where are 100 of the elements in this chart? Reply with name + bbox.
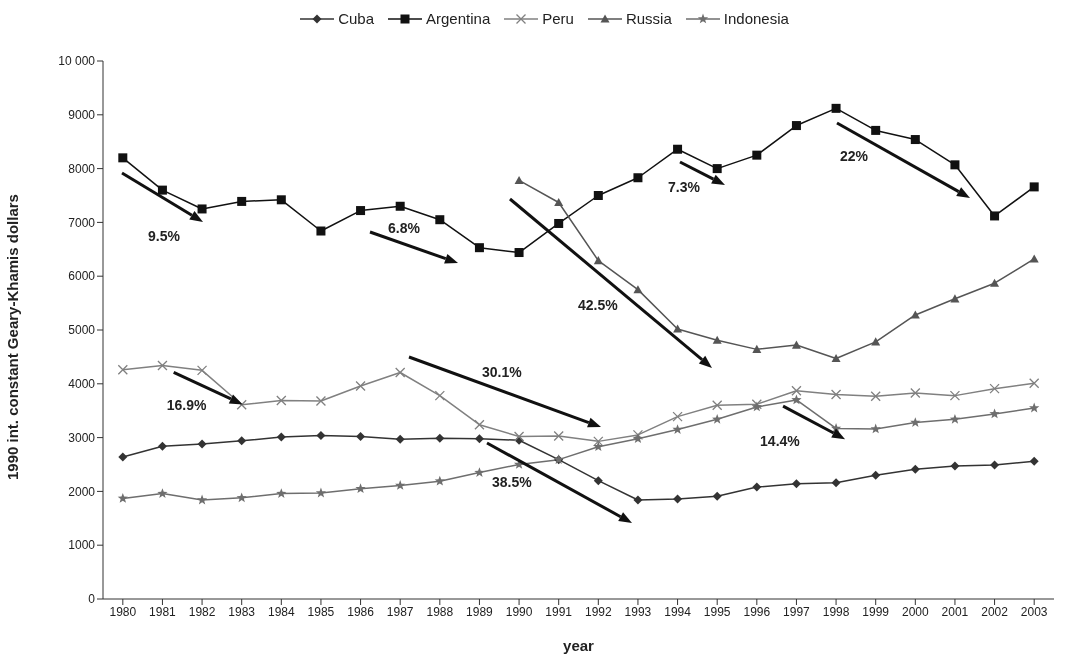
point	[712, 413, 723, 424]
point	[752, 150, 762, 160]
legend-label: Argentina	[426, 10, 491, 27]
point	[1029, 402, 1040, 413]
x-tick-label: 2003	[1020, 604, 1048, 619]
x-tick-label: 1993	[624, 604, 652, 619]
point	[870, 391, 881, 402]
point	[712, 491, 722, 501]
legend-label: Cuba	[338, 10, 375, 27]
point	[554, 197, 564, 207]
point	[989, 408, 1000, 419]
point	[474, 434, 484, 444]
point	[1029, 378, 1040, 389]
y-axis-title: 1990 int. constant Geary-Khamis dollars	[4, 194, 22, 480]
x-tick-label: 1982	[188, 604, 216, 619]
point	[593, 476, 603, 486]
point	[237, 436, 247, 446]
point	[513, 431, 525, 442]
point	[118, 452, 128, 462]
point	[949, 413, 961, 424]
point	[712, 400, 723, 411]
point	[435, 215, 445, 225]
y-tick-label: 8000	[68, 161, 96, 176]
x-tick-label: 2001	[941, 604, 969, 619]
legend-label: Russia	[625, 10, 672, 27]
x-tick-label: 1994	[664, 604, 692, 619]
point	[395, 480, 406, 490]
annotation: 22%	[840, 148, 869, 164]
y-tick-label: 2000	[68, 484, 96, 499]
x-tick-label: 1997	[783, 604, 811, 619]
point	[593, 256, 603, 265]
point	[831, 354, 841, 363]
point	[910, 464, 920, 474]
point	[118, 153, 128, 163]
x-tick-label: 2000	[901, 604, 929, 619]
x-tick-label: 1989	[466, 604, 494, 619]
point	[672, 424, 683, 434]
point	[950, 160, 960, 170]
x-tick-label: 1980	[109, 604, 137, 619]
point	[395, 434, 405, 444]
point	[791, 385, 802, 396]
annotation: 7.3%	[668, 179, 701, 195]
x-tick-label: 1999	[862, 604, 890, 619]
point	[514, 175, 524, 185]
point	[633, 173, 643, 183]
point	[830, 389, 842, 400]
point	[276, 195, 286, 205]
point	[236, 399, 247, 410]
annotation: 14.4%	[760, 433, 801, 450]
y-tick-label: 7000	[68, 215, 96, 230]
point	[950, 294, 960, 303]
point	[236, 492, 247, 503]
point	[355, 380, 366, 392]
point	[910, 135, 920, 145]
point	[315, 487, 327, 498]
point	[752, 482, 762, 492]
point	[157, 488, 168, 498]
point	[434, 475, 445, 486]
annotation: 16.9%	[166, 397, 207, 414]
point	[791, 479, 801, 489]
point	[356, 206, 366, 216]
x-tick-label: 1996	[743, 604, 771, 619]
point	[672, 411, 683, 422]
point	[632, 433, 644, 444]
point	[593, 191, 603, 200]
x-tick-label: 1988	[426, 604, 454, 619]
point	[1029, 456, 1039, 466]
annotation: 30.1%	[482, 364, 523, 380]
point	[316, 226, 326, 236]
x-tick-label: 1998	[822, 604, 850, 619]
x-tick-label: 2002	[981, 604, 1009, 619]
x-tick-label: 1987	[386, 604, 414, 619]
y-tick-label: 4000	[68, 377, 96, 392]
legend-label: Indonesia	[723, 10, 789, 27]
point	[910, 417, 921, 427]
point	[554, 218, 564, 228]
x-tick-label: 1995	[703, 604, 731, 619]
y-tick-label: 9000	[68, 108, 96, 123]
point	[791, 340, 801, 349]
point	[949, 390, 961, 401]
y-tick-label: 6000	[68, 269, 96, 284]
point	[910, 387, 921, 399]
point	[633, 285, 643, 294]
point	[950, 461, 960, 471]
point	[197, 204, 207, 214]
point	[871, 337, 881, 346]
point	[117, 364, 128, 375]
point	[752, 344, 762, 353]
point	[633, 495, 643, 505]
x-tick-label: 1984	[267, 604, 295, 619]
point	[157, 441, 167, 451]
point	[593, 436, 604, 447]
point	[157, 185, 167, 195]
point	[871, 125, 881, 135]
x-tick-label: 1983	[228, 604, 256, 619]
point	[395, 201, 405, 211]
point	[632, 429, 644, 441]
point	[196, 365, 208, 376]
point	[831, 103, 841, 113]
y-tick-label: 3000	[68, 430, 96, 445]
